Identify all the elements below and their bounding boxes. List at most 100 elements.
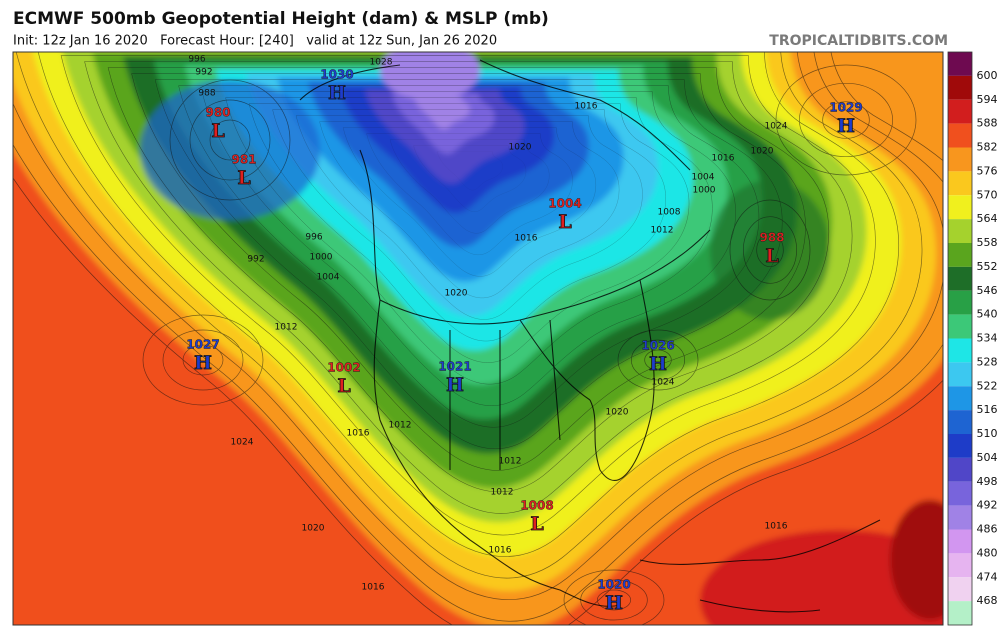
contour [272, 109, 666, 342]
contour [319, 121, 620, 299]
colorbar-cell [948, 529, 972, 554]
colorbar-cell [948, 219, 972, 243]
colorbar-label-box [974, 521, 1002, 538]
colorbar-cell [948, 147, 972, 172]
isobar-label: 1016 [347, 429, 370, 439]
isobar-label: 1020 [606, 408, 629, 418]
colorbar-cell [948, 123, 972, 148]
center-letter: H [328, 82, 346, 104]
contour [617, 329, 699, 391]
colorbar-cell [948, 99, 972, 124]
colorbar-label: 558 [977, 236, 998, 249]
contour [630, 339, 686, 381]
isobar-label: 1012 [651, 226, 674, 236]
colorbar-label-box [974, 545, 1002, 562]
colorbar-label: 552 [977, 260, 998, 273]
center-letter: L [237, 167, 250, 189]
colorbar-label: 516 [977, 403, 998, 416]
center-pressure: 1026 [641, 339, 674, 353]
colorbar-label-box [974, 67, 1002, 84]
isobar-label: 1012 [275, 323, 298, 333]
colorbar-label: 540 [977, 308, 998, 321]
colorbar-label-box [974, 306, 1002, 323]
center-pressure: 981 [231, 153, 256, 167]
center-letter: H [194, 352, 212, 374]
isobar-label: 1024 [652, 378, 675, 388]
colorbar-cell [948, 266, 972, 291]
colorbar-cell [948, 481, 972, 506]
isobar-label: 1004 [317, 273, 340, 283]
colorbar-label-box [974, 569, 1002, 586]
colorbar-frame [947, 51, 973, 626]
colorbar-cell [948, 290, 972, 315]
isobar-label: 1020 [751, 147, 774, 157]
contour [209, 119, 251, 161]
height-fill [700, 530, 943, 625]
title: ECMWF 500mb Geopotential Height (dam) & … [13, 9, 549, 29]
height-fill [710, 180, 830, 320]
contour [201, 91, 736, 406]
isobar-label: 1012 [389, 421, 412, 431]
colorbar-label: 594 [977, 93, 998, 106]
colorbar-label-box [974, 473, 1002, 490]
isobar-label: 1012 [491, 488, 514, 498]
colorbar-label: 492 [977, 499, 998, 512]
center-letter: H [837, 115, 855, 137]
colorbar-label-box [974, 330, 1002, 347]
colorbar-label-box [974, 426, 1002, 442]
isobar-label: 1016 [575, 102, 598, 112]
colorbar-cell [948, 410, 972, 434]
isobar-label: 1020 [302, 524, 325, 534]
colorbar-label-box [974, 211, 1002, 228]
colorbar-label-box [974, 163, 1002, 180]
colorbar-label: 582 [977, 141, 998, 154]
colorbar-cell [948, 314, 972, 339]
center-letter: L [337, 375, 350, 397]
contour [295, 115, 643, 320]
colorbar-label: 528 [977, 355, 998, 368]
colorbar-label-box [974, 139, 1002, 156]
colorbar-label-box [974, 91, 1002, 108]
contour [178, 85, 760, 428]
center-pressure: 1029 [829, 101, 862, 115]
colorbar-label-box [974, 402, 1002, 419]
colorbar-cell [948, 601, 972, 625]
isobar-label: 1016 [712, 154, 735, 164]
colorbar-cell [948, 434, 972, 458]
isobar-label: 1028 [370, 58, 393, 68]
colorbar-label: 534 [977, 332, 998, 345]
center-letter: H [605, 592, 623, 614]
contour [225, 97, 713, 385]
isobar-label: 988 [198, 89, 215, 99]
colorbar-cell [948, 577, 972, 602]
isobar-label: 992 [195, 68, 212, 78]
colorbar-label: 588 [977, 117, 998, 130]
height-fill [380, 52, 480, 100]
center-letter: L [211, 120, 224, 142]
isobar-label: 1000 [693, 186, 716, 196]
colorbar-label-box [974, 378, 1002, 395]
contour [142, 314, 264, 406]
colorbar-label-box [974, 187, 1002, 204]
colorbar-label: 504 [977, 451, 998, 464]
colorbar-cell [948, 457, 972, 482]
center-pressure: 1027 [186, 338, 219, 352]
center-letter: L [530, 513, 543, 535]
contour [798, 82, 894, 158]
colorbar-label-box [974, 258, 1002, 275]
isobar-label: 1012 [499, 457, 522, 467]
colorbar-label: 498 [977, 475, 998, 488]
contour [37, 52, 900, 557]
colorbar-label: 546 [977, 284, 998, 297]
colorbar-cell [948, 195, 972, 220]
contour [775, 64, 917, 176]
colorbar-cell [948, 52, 972, 76]
colorbar-label: 522 [977, 379, 998, 392]
center-pressure: 988 [759, 231, 784, 245]
contour [169, 79, 291, 201]
colorbar-label: 600 [977, 69, 998, 82]
contour [154, 79, 783, 449]
colorbar-label: 510 [977, 427, 998, 440]
colorbar-label: 480 [977, 546, 998, 559]
